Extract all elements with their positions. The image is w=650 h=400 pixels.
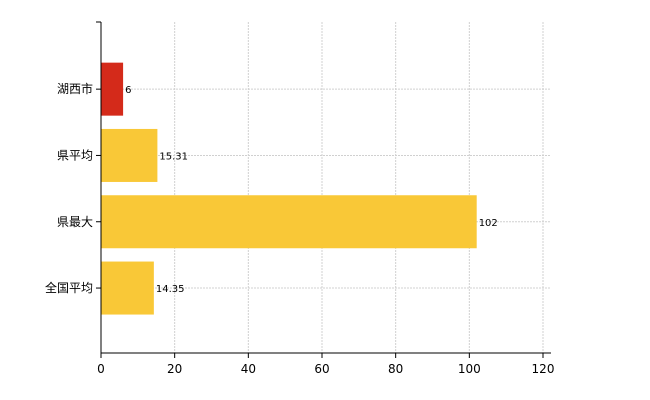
category-label: 湖西市: [57, 81, 93, 96]
x-tick-label: 80: [388, 362, 403, 376]
category-label: 全国平均: [45, 280, 93, 295]
data-label: 14.35: [156, 284, 185, 295]
x-tick-label: 20: [167, 362, 182, 376]
data-label: 15.31: [159, 151, 188, 162]
bar: [101, 62, 124, 116]
bar: [101, 261, 154, 315]
axes: [96, 21, 551, 358]
category-label: 県最大: [57, 215, 93, 229]
bar: [101, 195, 477, 249]
x-tick-label: 100: [458, 362, 481, 376]
x-tick-label: 40: [241, 362, 256, 376]
labels: 6 湖西市 15.31 県平均 102 県最大 14.35 全国平均 0 20 40 60 80 100 1…: [45, 81, 554, 376]
bar: [101, 128, 158, 182]
data-label: 102: [479, 218, 498, 229]
x-tick-label: 0: [97, 362, 105, 376]
bars: [101, 62, 477, 315]
category-label: 県平均: [57, 148, 93, 162]
grid-lines: [101, 22, 551, 353]
x-tick-label: 120: [532, 362, 555, 376]
x-tick-label: 60: [314, 362, 329, 376]
data-label: 6: [125, 85, 131, 96]
